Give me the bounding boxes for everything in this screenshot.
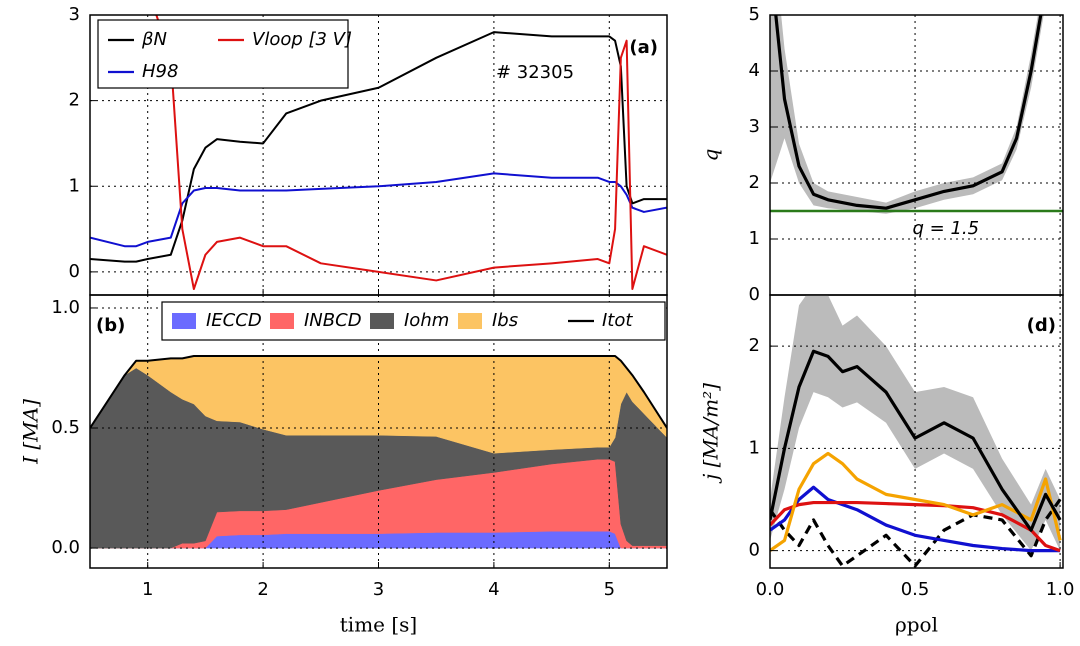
annotation: # 32305 bbox=[496, 62, 574, 83]
y-tick-label: 3 bbox=[749, 116, 760, 137]
data-line bbox=[90, 354, 667, 429]
y-tick-label: 1 bbox=[69, 175, 80, 196]
y-tick-label: 0.0 bbox=[51, 537, 80, 558]
plot-area bbox=[770, 295, 1063, 568]
y-tick-label: 1.0 bbox=[51, 297, 80, 318]
legend-box bbox=[97, 19, 349, 89]
legend-swatch bbox=[172, 313, 196, 329]
y-tick-label: 5 bbox=[749, 4, 760, 25]
y-tick-label: 1 bbox=[749, 228, 760, 249]
annotation: (d) bbox=[1027, 315, 1056, 336]
x-axis-label: time [s] bbox=[340, 613, 417, 637]
data-line bbox=[90, 172, 667, 248]
legend-label: INBCD bbox=[304, 310, 362, 331]
legend-label: Itot bbox=[602, 310, 633, 331]
y-axis-label: j [MA/m²] bbox=[699, 383, 723, 484]
legend-swatch bbox=[270, 313, 294, 329]
annotation: (a) bbox=[629, 37, 658, 58]
plot-area bbox=[770, 15, 1063, 295]
x-tick-label: 0.5 bbox=[901, 579, 930, 600]
y-tick-label: 1 bbox=[749, 437, 760, 458]
x-tick-label: 3 bbox=[373, 579, 384, 600]
legend-label: Vloop [3 V] bbox=[252, 29, 352, 50]
axes-frame bbox=[769, 14, 1064, 296]
x-tick-label: 5 bbox=[604, 579, 615, 600]
plot-area bbox=[90, 15, 667, 295]
legend-label: Ibs bbox=[492, 310, 518, 331]
y-tick-label: 0 bbox=[749, 540, 760, 561]
y-tick-label: 2 bbox=[69, 90, 80, 111]
y-tick-label: 0 bbox=[749, 284, 760, 305]
data-line bbox=[770, 498, 1062, 568]
y-tick-label: 4 bbox=[749, 60, 760, 81]
x-tick-label: 1 bbox=[142, 579, 153, 600]
data-line bbox=[770, 349, 1062, 532]
y-axis-label: q bbox=[699, 149, 723, 162]
y-tick-label: 0 bbox=[69, 261, 80, 282]
plot-area bbox=[90, 295, 667, 568]
legend-label: H98 bbox=[142, 61, 178, 82]
data-line bbox=[770, 500, 1061, 553]
y-axis-label: I [MA] bbox=[19, 399, 43, 465]
x-tick-label: 0.0 bbox=[756, 579, 785, 600]
y-tick-label: 2 bbox=[749, 335, 760, 356]
data-line bbox=[770, 485, 1061, 553]
x-axis-label: ρpol bbox=[895, 613, 938, 637]
annotation: (b) bbox=[96, 315, 125, 336]
legend-swatch bbox=[458, 313, 482, 329]
x-tick-label: 2 bbox=[257, 579, 268, 600]
x-tick-label: 4 bbox=[488, 579, 499, 600]
x-tick-label: 1.0 bbox=[1046, 579, 1075, 600]
reference-label: q = 1.5 bbox=[913, 218, 980, 239]
legend-label: Iohm bbox=[404, 310, 449, 331]
legend-label: βN bbox=[141, 29, 167, 50]
legend-box bbox=[161, 301, 666, 341]
legend-label: IECCD bbox=[206, 310, 262, 331]
legend-swatch bbox=[370, 313, 394, 329]
y-tick-label: 3 bbox=[69, 4, 80, 25]
y-tick-label: 0.5 bbox=[51, 417, 80, 438]
y-tick-label: 2 bbox=[749, 172, 760, 193]
data-line bbox=[774, 15, 1043, 210]
axes-frame bbox=[769, 294, 1064, 569]
